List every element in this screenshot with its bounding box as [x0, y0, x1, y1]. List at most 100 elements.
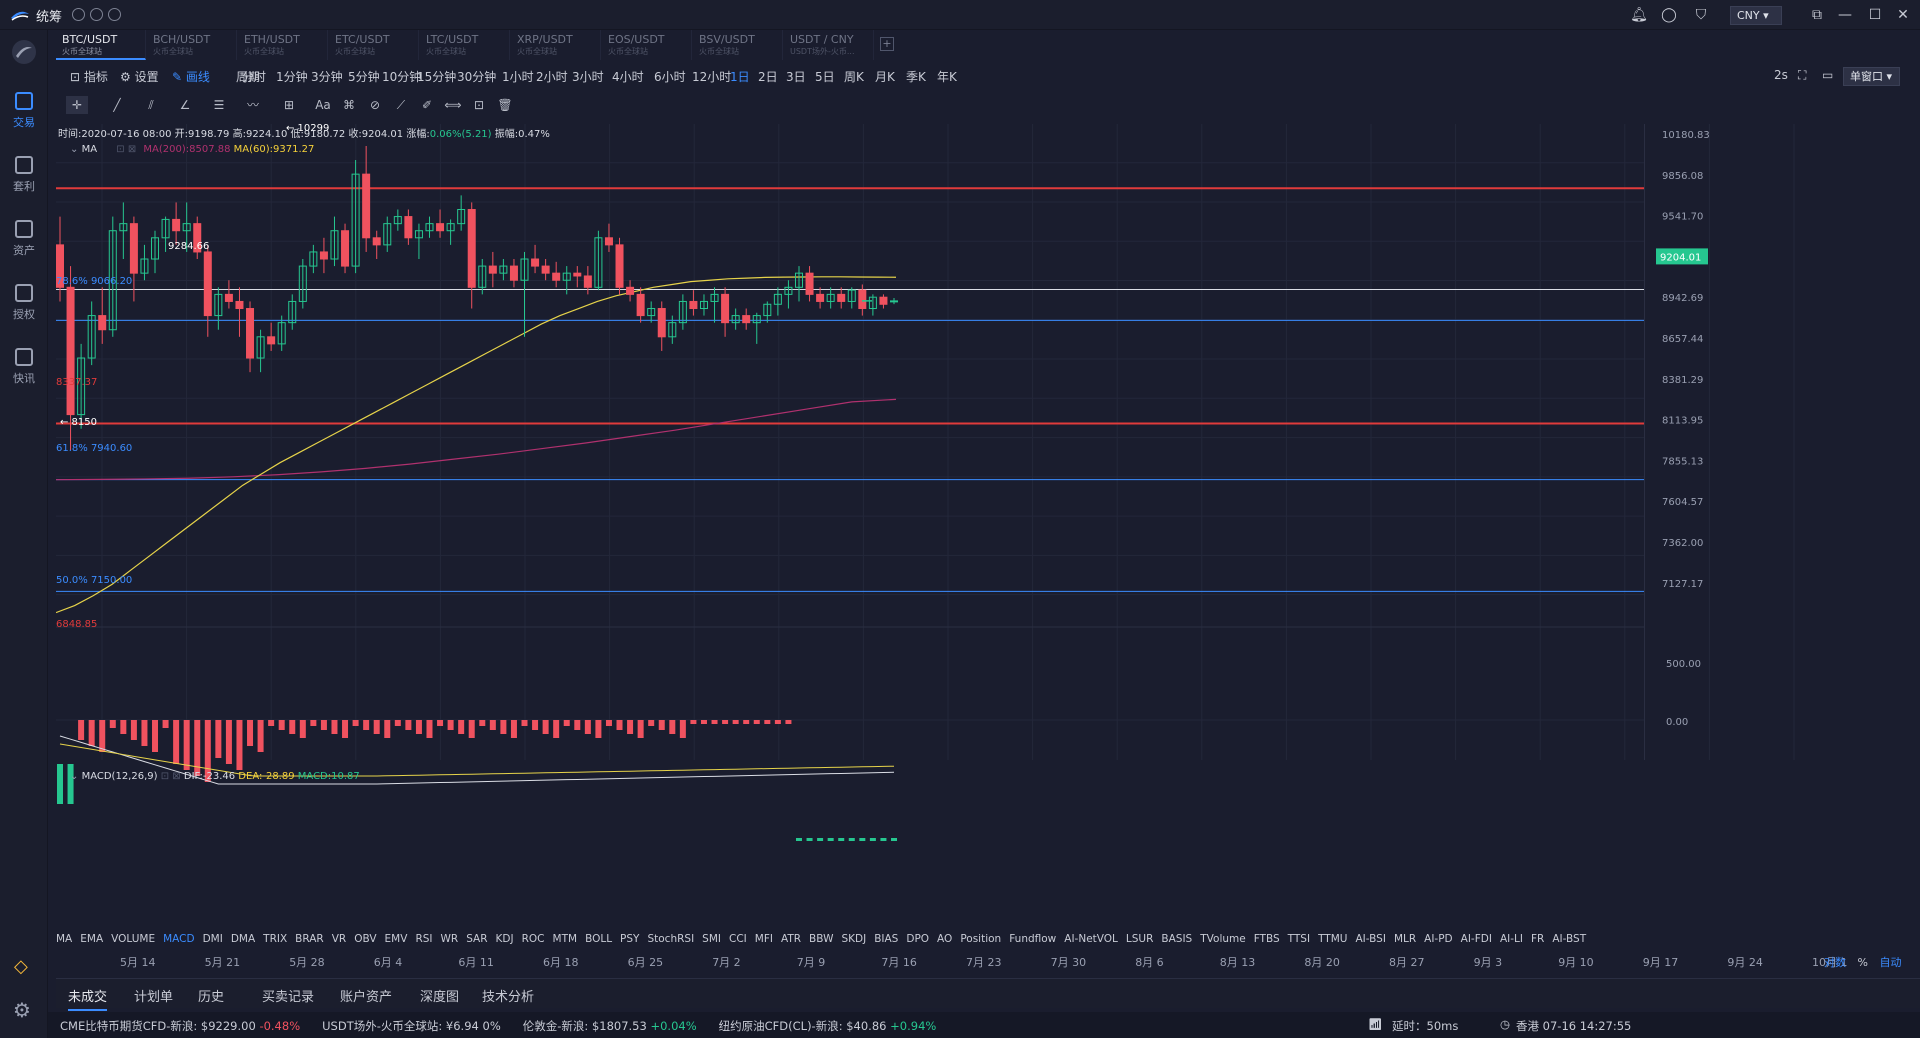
indicator-lsur[interactable]: LSUR: [1125, 933, 1154, 945]
pencil-icon[interactable]: ✐: [421, 98, 433, 112]
symbol-tab[interactable]: LTC/USDT 火币全球站: [420, 30, 510, 60]
indicator-cci[interactable]: CCI: [729, 933, 747, 945]
sidebar-item-news[interactable]: 快讯: [0, 338, 48, 398]
indicator-trix[interactable]: TRIX: [263, 933, 288, 945]
eye-icon[interactable]: ⊡: [116, 144, 125, 155]
indicator-ema[interactable]: EMA: [80, 933, 104, 945]
auto-scale-button[interactable]: 自动: [1879, 956, 1902, 969]
interval-7[interactable]: 1小时: [502, 70, 534, 84]
window-mode-select[interactable]: 单窗口 ▾: [1843, 67, 1900, 86]
interval-15[interactable]: 3日: [786, 70, 806, 84]
symbol-tab[interactable]: XRP/USDT 火币全球站: [511, 30, 601, 60]
indicator-ai-li[interactable]: AI-LI: [1499, 933, 1523, 945]
interval-8[interactable]: 2小时: [536, 70, 568, 84]
sidebar-item-arbitrage[interactable]: 套利: [0, 146, 48, 206]
text-tool-icon[interactable]: Aa: [315, 98, 331, 112]
interval-18[interactable]: 月K: [875, 70, 895, 84]
indicator-ai-fdi[interactable]: AI-FDI: [1460, 933, 1492, 945]
interval-17[interactable]: 周K: [844, 70, 864, 84]
vip-diamond-icon[interactable]: ◇: [14, 956, 28, 977]
interval-19[interactable]: 季K: [906, 70, 926, 84]
symbol-tab[interactable]: EOS/USDT 火币全球站: [602, 30, 692, 60]
indicator-tvolume[interactable]: TVolume: [1200, 933, 1246, 945]
indicator-ftbs[interactable]: FTBS: [1253, 933, 1280, 945]
expand-icon[interactable]: ▭: [1822, 68, 1834, 82]
symbol-tab[interactable]: ETH/USDT 火币全球站: [238, 30, 328, 60]
indicator-ttmu[interactable]: TTMU: [1318, 933, 1348, 945]
maximize-icon[interactable]: ☐: [1868, 7, 1882, 23]
bell-icon[interactable]: 🔔︎: [1630, 7, 1648, 23]
line-tool-icon[interactable]: ╱: [113, 98, 121, 112]
ticker[interactable]: USDT场外-火币全球站: ¥6.94 0%: [322, 1019, 501, 1033]
indicator-mfi[interactable]: MFI: [754, 933, 773, 945]
indicator-vr[interactable]: VR: [331, 933, 347, 945]
indicator-button[interactable]: ⊡ 指标: [70, 70, 108, 84]
ticker[interactable]: 纽约原油CFD(CL)-新浪: $40.86 +0.94%: [719, 1019, 937, 1033]
indicator-position[interactable]: Position: [960, 933, 1002, 945]
indicator-rsi[interactable]: RSI: [415, 933, 433, 945]
indicator-ma[interactable]: MA: [56, 933, 73, 945]
bottom-tab[interactable]: 技术分析: [482, 990, 535, 1005]
remove-icon[interactable]: ⊠: [127, 144, 137, 155]
indicator-fundflow[interactable]: Fundflow: [1009, 933, 1057, 945]
symbol-tab[interactable]: BSV/USDT 火币全球站: [693, 30, 783, 60]
indicator-dmi[interactable]: DMI: [202, 933, 223, 945]
indicator-brar[interactable]: BRAR: [295, 933, 324, 945]
bottom-tab[interactable]: 买卖记录: [262, 990, 315, 1005]
indicator-ttsi[interactable]: TTSI: [1287, 933, 1311, 945]
chat-icon[interactable]: ◯: [1661, 7, 1677, 23]
sidebar-item-auth[interactable]: 授权: [0, 274, 48, 334]
indicator-bias[interactable]: BIAS: [874, 933, 899, 945]
wave-tool-icon[interactable]: 〰: [246, 98, 259, 112]
indicator-mtm[interactable]: MTM: [552, 933, 578, 945]
chart-area[interactable]: 10180.83 9856.08 9541.70 9204.01 8942.69 8657…: [56, 124, 1920, 960]
indicator-atr[interactable]: ATR: [780, 933, 802, 945]
currency-select[interactable]: CNY ▾: [1730, 6, 1782, 25]
indicator-ao[interactable]: AO: [937, 933, 953, 945]
grid-tool-icon[interactable]: ⊞: [283, 98, 295, 112]
draw-button[interactable]: ✎ 画线: [172, 70, 210, 84]
multi-line-tool-icon[interactable]: ⫽: [148, 98, 154, 112]
fullscreen-icon[interactable]: ⛶: [1798, 68, 1807, 82]
indicator-boll[interactable]: BOLL: [585, 933, 613, 945]
indicator-fr[interactable]: FR: [1530, 933, 1545, 945]
indicator-sar[interactable]: SAR: [466, 933, 488, 945]
indicator-ai-bsi[interactable]: AI-BSI: [1355, 933, 1386, 945]
interval-5[interactable]: 15分钟: [417, 70, 457, 84]
log-scale-button[interactable]: 对数: [1824, 956, 1846, 969]
indicator-obv[interactable]: OBV: [354, 933, 377, 945]
indicator-ai-pd[interactable]: AI-PD: [1424, 933, 1453, 945]
indicator-mlr[interactable]: MLR: [1393, 933, 1417, 945]
ruler-icon[interactable]: ⟋: [396, 98, 406, 112]
indicator-emv[interactable]: EMV: [384, 933, 408, 945]
bottom-tab[interactable]: 历史: [198, 990, 225, 1005]
settings-icon[interactable]: ⚙︎: [13, 998, 31, 1022]
interval-2[interactable]: 3分钟: [311, 70, 343, 84]
symbol-tab[interactable]: BTC/USDT 火币全球站: [56, 30, 146, 60]
ticker[interactable]: 伦敦金-新浪: $1807.53 +0.04%: [523, 1019, 697, 1033]
indicator-ai-netvol[interactable]: AI-NetVOL: [1064, 933, 1118, 945]
interval-20[interactable]: 年K: [937, 70, 957, 84]
magnet-icon[interactable]: ⊘: [369, 98, 381, 112]
symbol-tab[interactable]: USDT / CNY USDT场外-火币...: [784, 30, 874, 60]
indicator-psy[interactable]: PSY: [620, 933, 640, 945]
pattern-tool-icon[interactable]: ⌘: [343, 98, 355, 112]
shirt-icon[interactable]: ⛉: [1695, 7, 1707, 23]
interval-14[interactable]: 2日: [758, 70, 778, 84]
indicator-skdj[interactable]: SKDJ: [841, 933, 867, 945]
interval-10[interactable]: 4小时: [612, 70, 644, 84]
indicator-dma[interactable]: DMA: [230, 933, 256, 945]
bottom-tab[interactable]: 账户资产: [340, 990, 393, 1005]
symbol-tab[interactable]: ETC/USDT 火币全球站: [329, 30, 419, 60]
bottom-tab[interactable]: 深度图: [420, 990, 460, 1005]
remove-icon[interactable]: ⊠: [172, 771, 181, 782]
add-tab-button[interactable]: +: [880, 37, 894, 51]
indicator-kdj[interactable]: KDJ: [495, 933, 514, 945]
clock-icon[interactable]: [108, 8, 121, 21]
settings-button[interactable]: ⚙︎ 设置: [120, 70, 159, 84]
interval-9[interactable]: 3小时: [572, 70, 604, 84]
interval-13[interactable]: 1日: [730, 70, 750, 84]
symbol-tab[interactable]: BCH/USDT 火币全球站: [147, 30, 237, 60]
lock-icon[interactable]: ⊡: [473, 98, 485, 112]
close-icon[interactable]: ✕: [1897, 7, 1909, 23]
